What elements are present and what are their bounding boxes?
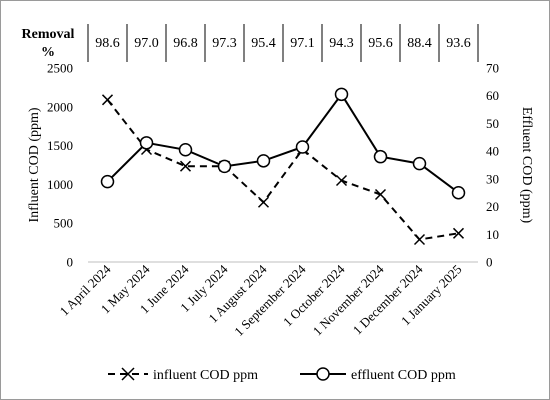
legend: influent COD ppm effluent COD ppm xyxy=(108,367,456,383)
influent-point xyxy=(257,196,270,208)
removal-header-line1: Removal xyxy=(22,27,75,42)
right-tick-label: 10 xyxy=(486,227,499,242)
right-tick-label: 30 xyxy=(486,171,499,186)
right-tick-label: 20 xyxy=(486,199,499,214)
removal-values: 98.6 97.0 96.8 97.3 95.4 97.1 94.3 95.6 88.4 93.6 xyxy=(87,24,479,62)
left-tick-label: 0 xyxy=(67,255,74,270)
effluent-point xyxy=(295,140,310,154)
legend-effluent-marker xyxy=(316,367,330,381)
left-axis: Influent COD (ppm) 0 500 1000 1500 2000 2500 xyxy=(27,61,73,270)
removal-value: 94.3 xyxy=(329,36,354,51)
influent-point xyxy=(179,160,192,172)
influent-point xyxy=(101,94,114,106)
influent-point xyxy=(413,233,426,246)
effluent-point xyxy=(217,159,232,174)
removal-value: 95.6 xyxy=(368,36,393,51)
effluent-point xyxy=(139,136,154,150)
influent-point xyxy=(374,188,387,201)
effluent-point xyxy=(451,185,466,200)
removal-header-row: Removal % xyxy=(22,27,75,60)
right-tick-label: 50 xyxy=(486,116,499,131)
effluent-point xyxy=(178,143,193,157)
influent-point xyxy=(452,227,465,239)
legend-influent-marker xyxy=(121,367,135,381)
removal-value: 97.0 xyxy=(134,36,159,51)
removal-value: 98.6 xyxy=(95,36,120,51)
right-tick-label: 0 xyxy=(486,255,493,270)
effluent-point xyxy=(373,149,388,164)
right-axis-title: Effluent COD (ppm) xyxy=(519,107,534,224)
left-tick-label: 2000 xyxy=(47,99,73,114)
removal-value: 97.1 xyxy=(290,36,315,51)
removal-value: 97.3 xyxy=(212,36,237,51)
effluent-point xyxy=(256,154,271,168)
effluent-point xyxy=(334,87,349,102)
left-axis-title: Influent COD (ppm) xyxy=(27,107,42,222)
left-tick-label: 1000 xyxy=(47,177,73,192)
left-tick-label: 500 xyxy=(54,216,74,231)
right-axis: Effluent COD (ppm) 0 10 20 30 40 50 60 70 xyxy=(486,61,534,270)
effluent-point xyxy=(100,174,115,189)
removal-value: 88.4 xyxy=(407,36,432,51)
effluent-point xyxy=(412,156,427,171)
right-tick-label: 70 xyxy=(486,61,499,76)
left-tick-label: 2500 xyxy=(47,61,73,76)
right-tick-label: 40 xyxy=(486,144,499,159)
removal-value: 95.4 xyxy=(251,36,276,51)
right-tick-label: 60 xyxy=(486,88,499,103)
removal-value: 93.6 xyxy=(446,36,471,51)
removal-value: 96.8 xyxy=(173,36,198,51)
influent-line xyxy=(106,99,459,241)
effluent-line xyxy=(106,92,460,194)
left-tick-label: 1500 xyxy=(47,138,73,153)
influent-point xyxy=(335,174,348,187)
legend-influent-label: influent COD ppm xyxy=(153,368,258,383)
legend-effluent-label: effluent COD ppm xyxy=(351,368,456,383)
series xyxy=(100,87,466,246)
removal-header-line2: % xyxy=(41,45,55,60)
